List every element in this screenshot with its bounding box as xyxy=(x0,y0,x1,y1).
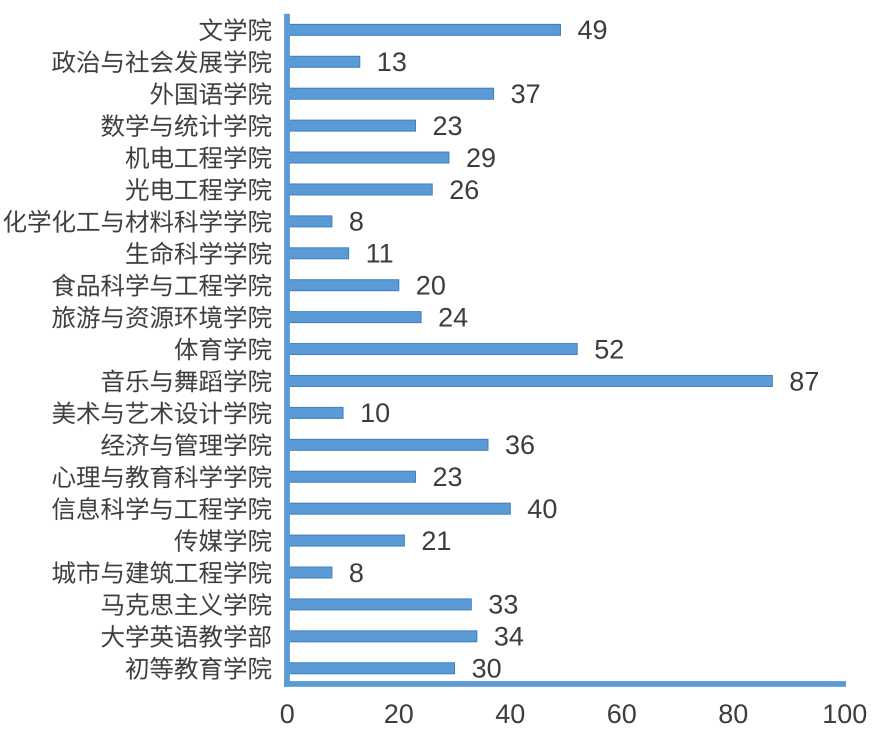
svg-text:60: 60 xyxy=(607,699,637,729)
svg-text:21: 21 xyxy=(421,526,451,556)
svg-text:23: 23 xyxy=(433,111,463,141)
svg-text:8: 8 xyxy=(349,207,364,237)
svg-text:11: 11 xyxy=(366,239,394,269)
svg-text:24: 24 xyxy=(438,302,468,332)
svg-text:100: 100 xyxy=(822,699,867,729)
svg-text:8: 8 xyxy=(349,558,364,588)
svg-text:29: 29 xyxy=(466,143,496,173)
svg-text:26: 26 xyxy=(449,175,479,205)
svg-text:23: 23 xyxy=(433,462,463,492)
svg-text:0: 0 xyxy=(280,699,295,729)
svg-text:30: 30 xyxy=(472,654,502,684)
svg-text:33: 33 xyxy=(488,590,518,620)
svg-text:13: 13 xyxy=(377,47,407,77)
svg-text:20: 20 xyxy=(416,271,446,301)
svg-text:20: 20 xyxy=(384,699,414,729)
svg-text:36: 36 xyxy=(505,430,535,460)
svg-text:87: 87 xyxy=(789,366,819,396)
svg-text:40: 40 xyxy=(527,494,557,524)
svg-text:49: 49 xyxy=(578,15,608,45)
svg-text:52: 52 xyxy=(594,334,624,364)
svg-text:34: 34 xyxy=(494,622,524,652)
svg-text:80: 80 xyxy=(718,699,748,729)
svg-text:40: 40 xyxy=(495,699,525,729)
svg-text:10: 10 xyxy=(360,398,390,428)
svg-text:37: 37 xyxy=(511,79,541,109)
